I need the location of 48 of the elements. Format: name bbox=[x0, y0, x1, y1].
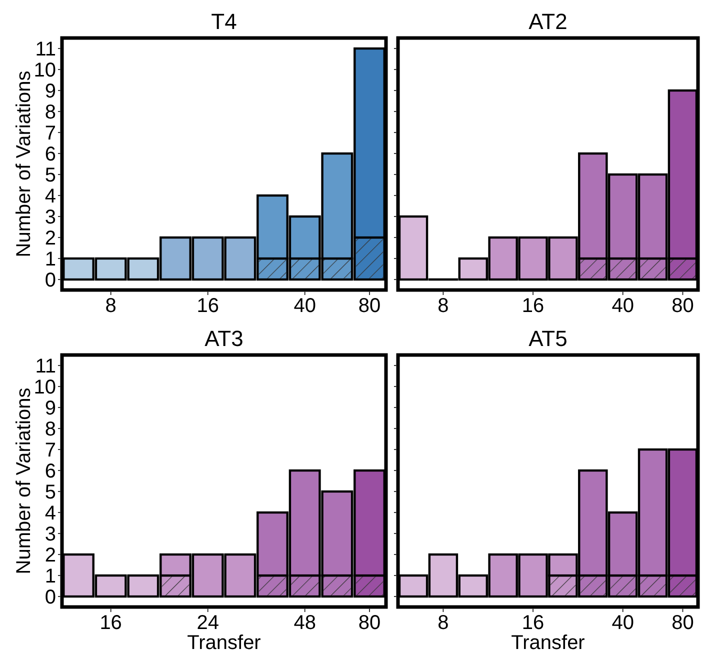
x-tick-label: 40 bbox=[294, 295, 316, 317]
x-tick-label: 24 bbox=[196, 612, 219, 634]
y-tick-label: 7 bbox=[44, 122, 56, 144]
y-tick-label: 10 bbox=[34, 60, 56, 82]
y-tick-label: 9 bbox=[44, 398, 56, 420]
y-tick-label: 5 bbox=[44, 482, 56, 504]
y-tick-label: 6 bbox=[44, 460, 56, 482]
x-axis-title: Transfer bbox=[187, 632, 262, 654]
y-tick-label: 2 bbox=[44, 228, 56, 250]
x-tick-label: 8 bbox=[438, 295, 449, 317]
y-tick-label: 0 bbox=[44, 586, 56, 608]
x-tick-label: 80 bbox=[358, 612, 381, 634]
y-tick-label: 7 bbox=[44, 440, 56, 462]
x-axis-title: Transfer bbox=[511, 632, 586, 654]
y-tick-label: 1 bbox=[44, 566, 56, 588]
y-axis-title: Number of Variations bbox=[13, 70, 35, 258]
x-tick-label: 80 bbox=[358, 295, 381, 317]
y-tick-label: 0 bbox=[44, 270, 56, 292]
chart-title: AT2 bbox=[528, 9, 568, 34]
x-tick-label: 16 bbox=[196, 295, 219, 317]
x-tick-label: 8 bbox=[438, 612, 449, 634]
x-tick-label: 8 bbox=[105, 295, 116, 317]
y-tick-label: 8 bbox=[44, 418, 56, 440]
y-tick-label: 6 bbox=[44, 144, 56, 166]
x-tick-label: 16 bbox=[522, 295, 544, 317]
y-tick-label: 8 bbox=[44, 102, 56, 124]
x-tick-label: 16 bbox=[100, 612, 122, 634]
x-tick-label: 40 bbox=[612, 612, 634, 634]
y-tick-label: 9 bbox=[44, 80, 56, 102]
x-tick-label: 16 bbox=[522, 612, 544, 634]
y-tick-label: 5 bbox=[44, 164, 56, 186]
y-tick-label: 3 bbox=[44, 206, 56, 228]
x-tick-label: 40 bbox=[612, 295, 634, 317]
y-tick-label: 3 bbox=[44, 524, 56, 546]
chart-title: AT5 bbox=[528, 326, 568, 351]
y-tick-label: 11 bbox=[35, 38, 56, 60]
y-tick-label: 4 bbox=[44, 186, 56, 208]
y-tick-label: 11 bbox=[35, 356, 56, 378]
y-tick-label: 2 bbox=[44, 544, 56, 566]
x-tick-label: 80 bbox=[672, 612, 694, 634]
y-tick-label: 4 bbox=[44, 502, 56, 524]
chart-title: AT3 bbox=[204, 326, 244, 351]
chart-title: T4 bbox=[211, 9, 237, 34]
x-tick-label: 80 bbox=[672, 295, 694, 317]
y-tick-label: 10 bbox=[34, 376, 56, 398]
y-axis-title: Number of Variations bbox=[13, 388, 35, 574]
x-tick-label: 48 bbox=[294, 612, 316, 634]
y-tick-label: 1 bbox=[44, 248, 56, 270]
